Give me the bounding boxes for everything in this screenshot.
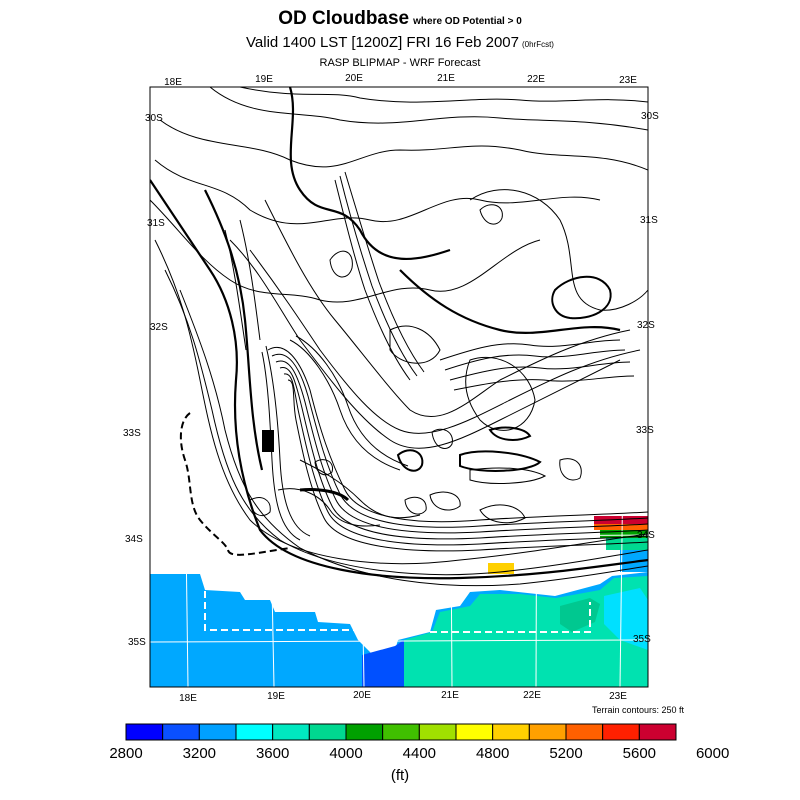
colorbar-tick-label: 5600 — [623, 745, 656, 762]
colorbar-units: (ft) — [390, 767, 410, 784]
cloudbase-band-green — [600, 530, 648, 538]
title-main: OD Cloudbase — [278, 8, 410, 29]
colorbar-swatch — [308, 723, 347, 741]
lon-top-label: 23E — [619, 75, 637, 86]
colorbar-swatch — [125, 723, 164, 741]
colorbar-tick-label: 4000 — [329, 745, 362, 762]
lat-left-label: 31S — [147, 218, 165, 229]
colorbar — [125, 723, 677, 741]
colorbar-swatch — [638, 723, 677, 741]
colorbar-swatch — [198, 723, 237, 741]
cloudbase-patch-cyan — [604, 588, 648, 650]
lat-right-label: 32S — [637, 320, 655, 331]
cloudbase-band-red — [594, 516, 648, 524]
lon-bottom-label: 18E — [179, 693, 197, 704]
lon-bottom-label: 23E — [609, 691, 627, 702]
lat-left-label: 30S — [145, 113, 163, 124]
lat-right-label: 34S — [637, 530, 655, 541]
cloudbase-patch-low — [362, 640, 408, 687]
map-title: OD Cloudbase where OD Potential > 0 — [0, 8, 800, 30]
colorbar-tick-label: 3200 — [183, 745, 216, 762]
title-note: where OD Potential > 0 — [413, 16, 522, 27]
lon-bottom-label: 21E — [441, 690, 459, 701]
escarpment-contours — [224, 171, 648, 552]
colorbar-swatch — [492, 723, 530, 741]
colorbar-swatch — [235, 723, 274, 741]
lon-bottom-label: 19E — [267, 691, 285, 702]
map-frame — [149, 86, 649, 688]
colorbar-swatch — [345, 723, 384, 741]
subtitle-text: Valid 1400 LST [1200Z] FRI 16 Feb 2007 — [246, 34, 519, 51]
lat-left-label: 34S — [125, 534, 143, 545]
map-subtitle: Valid 1400 LST [1200Z] FRI 16 Feb 2007 (0… — [0, 34, 800, 51]
colorbar-tick-label: 2800 — [109, 745, 142, 762]
lat-right-label: 33S — [636, 425, 654, 436]
lat-left-label: 33S — [123, 428, 141, 439]
lat-left-label: 35S — [128, 637, 146, 648]
lat-right-label: 31S — [640, 215, 658, 226]
graticule — [150, 87, 648, 687]
lon-top-label: 22E — [527, 74, 545, 85]
colorbar-swatch — [382, 723, 420, 741]
lat-left-label: 32S — [150, 322, 168, 333]
colorbar-swatch — [418, 723, 457, 741]
colorbar-tick-label: 6000 — [696, 745, 729, 762]
lon-top-label: 20E — [345, 73, 363, 84]
escarpment-peak — [262, 430, 274, 452]
subtitle-note: (0hrFcst) — [521, 40, 554, 49]
lat-right-label: 30S — [641, 111, 659, 122]
colorbar-labels: 2800 3200 3600 4000 4400 4800 5200 5600 6000 — [109, 745, 729, 762]
lon-top-label: 18E — [164, 77, 182, 88]
colorbar-swatch — [162, 723, 200, 741]
lat-right-label: 35S — [633, 634, 651, 645]
colorbar-swatch — [528, 723, 567, 741]
colorbar-tick-label: 4400 — [403, 745, 436, 762]
colorbar-swatch — [455, 723, 494, 741]
terrain-note: Terrain contours: 250 ft — [592, 705, 685, 715]
coastline — [179, 412, 291, 556]
source-label: RASP BLIPMAP - WRF Forecast — [319, 57, 481, 69]
map-plot-area — [150, 87, 648, 687]
cloudbase-band-teal — [606, 538, 648, 550]
colorbar-tick-label: 5200 — [549, 745, 582, 762]
cloudbase-patch-yellow — [488, 563, 514, 574]
cloudbase-band-orange — [594, 524, 648, 530]
lon-top-label: 19E — [255, 74, 273, 85]
coastline-south — [204, 580, 591, 633]
colorbar-tick-label: 4800 — [476, 745, 509, 762]
colorbar-tick-label: 3600 — [256, 745, 289, 762]
colorbar-swatch — [565, 723, 604, 741]
lon-bottom-label: 20E — [353, 690, 371, 701]
colorbar-swatch — [272, 723, 310, 741]
lon-bottom-label: 22E — [523, 690, 541, 701]
boundary-contours — [150, 87, 648, 580]
lon-top-label: 21E — [437, 73, 455, 84]
colorbar-swatch — [602, 723, 640, 741]
